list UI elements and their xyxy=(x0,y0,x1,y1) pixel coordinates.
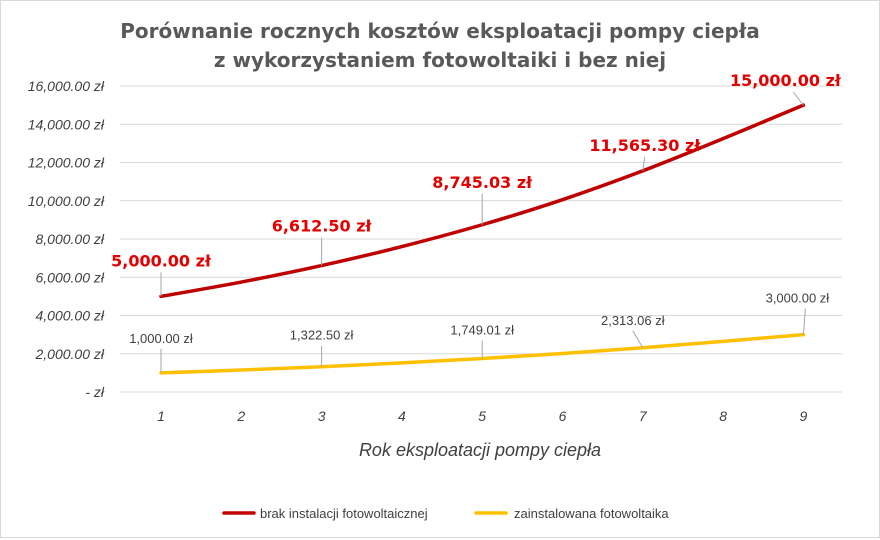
data-label: 1,749.01 zł xyxy=(450,323,514,338)
x-tick-label: 5 xyxy=(478,408,486,424)
x-tick-label: 3 xyxy=(318,408,326,424)
y-tick-label: 10,000.00 zł xyxy=(28,193,105,209)
y-tick-label: 8,000.00 zł xyxy=(36,231,105,247)
data-label: 1,000.00 zł xyxy=(129,331,193,346)
y-tick-label: 12,000.00 zł xyxy=(28,155,105,171)
data-labels: 5,000.00 zł 6,612.50 zł 8,745.03 zł 11,565.… xyxy=(111,71,842,373)
y-tick-label: 14,000.00 zł xyxy=(28,116,105,132)
y-tick-label: 6,000.00 zł xyxy=(36,269,105,285)
x-tick-label: 9 xyxy=(800,408,808,424)
chart-title-line-2: z wykorzystaniem fotowoltaiki i bez niej xyxy=(214,48,666,72)
data-label-leader xyxy=(642,156,646,171)
x-tick-label: 4 xyxy=(398,408,406,424)
data-label: 1,322.50 zł xyxy=(290,328,354,343)
x-axis-title: Rok eksploatacji pompy ciepła xyxy=(359,440,601,460)
data-label: 2,313.06 zł xyxy=(601,313,665,328)
x-axis-tick-labels: 1 2 3 4 5 6 7 8 9 xyxy=(157,408,807,424)
chart-title-line-1: Porównanie rocznych kosztów eksploatacji… xyxy=(120,19,760,43)
y-tick-label: 4,000.00 zł xyxy=(36,308,105,324)
legend-entry: zainstalowana fotowoltaika xyxy=(514,506,669,521)
y-tick-label: - zł xyxy=(85,384,105,400)
data-label: 8,745.03 zł xyxy=(432,173,533,192)
legend: brak instalacji fotowoltaicznej zainstalo… xyxy=(222,506,669,521)
x-tick-label: 1 xyxy=(157,408,165,424)
gridlines xyxy=(120,85,842,393)
data-label: 3,000.00 zł xyxy=(766,291,830,306)
data-label: 6,612.50 zł xyxy=(272,217,373,236)
y-tick-label: 16,000.00 zł xyxy=(28,78,105,94)
y-tick-label: 2,000.00 zł xyxy=(35,346,105,362)
x-tick-label: 8 xyxy=(719,408,727,424)
x-tick-label: 6 xyxy=(559,408,567,424)
x-tick-label: 2 xyxy=(236,408,245,424)
legend-entry: brak instalacji fotowoltaicznej xyxy=(260,506,428,521)
data-label: 5,000.00 zł xyxy=(111,251,212,270)
data-label-leader xyxy=(632,330,644,349)
data-label: 15,000.00 zł xyxy=(730,71,842,90)
data-label: 11,565.30 zł xyxy=(589,136,701,155)
data-label-leader xyxy=(802,308,806,335)
x-tick-label: 7 xyxy=(639,408,648,424)
y-axis-tick-labels: - zł 2,000.00 zł 4,000.00 zł 6,000.00 zł 8,0… xyxy=(28,78,105,400)
chart-title: Porównanie rocznych kosztów eksploatacji… xyxy=(120,19,760,72)
data-label-leader xyxy=(793,91,804,106)
